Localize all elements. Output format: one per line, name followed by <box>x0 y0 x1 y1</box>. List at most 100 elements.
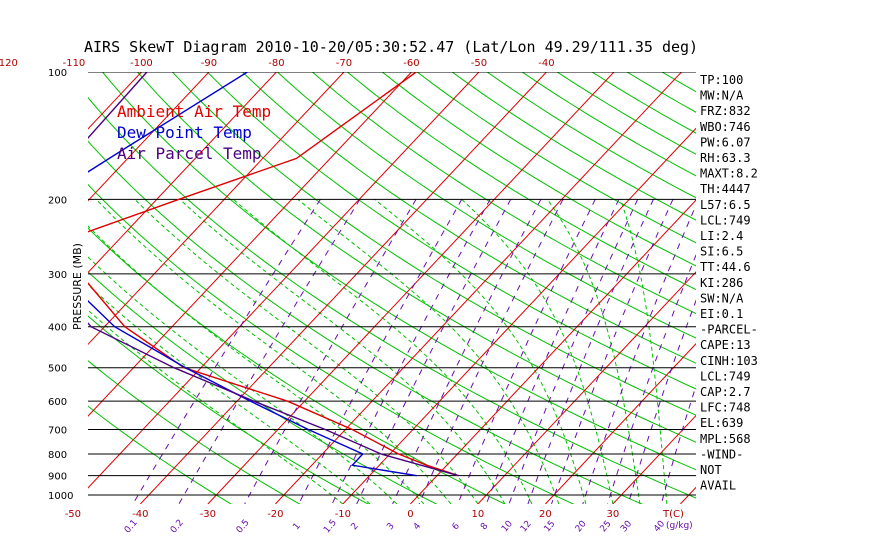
bottom-temp-tick-label: -30 <box>200 509 216 520</box>
mixing-ratio-line <box>392 199 542 504</box>
mixing-ratio-tick: 6 <box>451 521 463 532</box>
pressure-tick-label: 800 <box>48 450 67 461</box>
mixing-ratio-tick: 0.2 <box>169 518 186 535</box>
mixing-ratio-tick-label: 4 <box>412 521 424 532</box>
mixing-ratio-line <box>527 199 654 504</box>
pressure-tick-label: 200 <box>48 195 67 206</box>
mixing-ratio-line <box>356 199 512 504</box>
isotherm <box>88 72 345 346</box>
mixing-ratio-tick-label: 15 <box>542 519 557 534</box>
dry-adiabat <box>88 183 575 504</box>
dry-adiabat <box>242 72 696 364</box>
mixing-ratio-tick-label: 8 <box>479 521 491 532</box>
pressure-tick-label: 100 <box>48 68 67 79</box>
pressure-tick-label: 600 <box>48 397 67 408</box>
isotherm <box>0 72 74 504</box>
mixing-ratio-tick-label: 25 <box>599 519 614 534</box>
mixing-ratio-tick: 10 <box>500 519 515 534</box>
mixing-ratio-tick-label: 10 <box>500 519 515 534</box>
mixing-ratio-tick-label: 0.2 <box>169 518 186 535</box>
top-temp-tick-label: -60 <box>403 58 419 69</box>
mixing-ratio-tick: 25 <box>599 519 614 534</box>
dry-adiabat <box>102 72 696 471</box>
top-temp-tick-label: -50 <box>471 58 487 69</box>
moist-adiabat <box>88 309 344 504</box>
stability-index: MPL:568 <box>700 432 751 446</box>
moist-adiabat <box>95 198 452 504</box>
y-axis-label: PRESSURE (MB) <box>71 243 84 330</box>
mixing-ratio-line <box>485 199 620 504</box>
dry-adiabat <box>521 72 696 177</box>
mixing-ratio-line <box>178 199 361 504</box>
mixing-ratio-tick-label: 0.5 <box>235 518 252 535</box>
dry-adiabat <box>381 72 696 267</box>
mixing-ratio-line <box>331 199 491 504</box>
dry-adiabat <box>556 72 696 155</box>
isotherm <box>88 72 277 274</box>
stability-index: AVAIL <box>700 479 736 493</box>
moist-adiabat <box>88 225 425 504</box>
top-temp-tick-label: -120 <box>0 58 18 69</box>
stability-index: SI:6.5 <box>700 245 743 259</box>
pressure-tick-label: 300 <box>48 270 67 281</box>
mixing-ratio-tick: 15 <box>542 519 557 534</box>
top-temp-tick-label: -40 <box>538 58 554 69</box>
top-temp-tick-label: -100 <box>130 58 153 69</box>
stability-index: TT:44.6 <box>700 260 751 274</box>
stability-index: MAXT:8.2 <box>700 167 758 181</box>
dry-adiabat <box>451 72 696 221</box>
top-temp-tick-label: -110 <box>63 58 86 69</box>
bottom-temp-tick-label: 10 <box>472 509 485 520</box>
mixing-ratio-tick-label: 20 <box>574 519 589 534</box>
dry-adiabat <box>88 405 232 504</box>
isotherm <box>88 72 412 417</box>
pressure-tick-label: 900 <box>48 472 67 483</box>
isotherm <box>477 271 696 504</box>
mixing-ratio-line <box>660 384 696 504</box>
stability-index: TH:4447 <box>700 182 751 196</box>
stability-index: EL:639 <box>700 416 743 430</box>
pressure-tick-label: 1000 <box>48 491 73 502</box>
mixing-ratio-tick: 8 <box>479 521 491 532</box>
mixing-ratio-line <box>508 199 639 504</box>
stability-index: CINH:103 <box>700 354 758 368</box>
stability-index: -PARCEL- <box>700 323 758 337</box>
legend-entry: Dew Point Temp <box>117 123 252 142</box>
bottom-temp-tick-label: -20 <box>267 509 283 520</box>
stability-index: NOT <box>700 463 722 477</box>
stability-index: MW:N/A <box>700 89 744 103</box>
isotherm <box>275 72 682 504</box>
stability-index: WBO:746 <box>700 120 751 134</box>
temp-unit-label: T(C) <box>662 509 684 520</box>
moist-adiabat <box>546 199 641 504</box>
dry-adiabat <box>486 72 696 199</box>
dry-adiabat <box>88 140 643 504</box>
legend-entry: Air Parcel Temp <box>117 144 262 163</box>
mixing-ratio-line <box>132 199 321 504</box>
pressure-tick-label: 500 <box>48 364 67 375</box>
mixing-ratio-tick-label: 3 <box>385 521 396 532</box>
pressure-tick-label: 700 <box>48 426 67 437</box>
moist-adiabat <box>88 284 371 504</box>
dry-adiabat <box>207 72 696 390</box>
dry-adiabat <box>311 72 696 315</box>
moist-adiabat <box>297 198 560 504</box>
axes-layer: 1002003004005006007008009001000-120-110-… <box>0 58 693 535</box>
stability-index: L57:6.5 <box>700 198 751 212</box>
bottom-temp-tick-label: -10 <box>335 509 351 520</box>
stability-index: LCL:749 <box>700 369 751 383</box>
dry-adiabat <box>88 360 301 504</box>
stability-index: KI:286 <box>700 276 743 290</box>
mixing-ratio-tick: 0.5 <box>235 518 252 535</box>
mixing-ratio-line <box>244 199 417 504</box>
top-temp-tick-label: -90 <box>201 58 217 69</box>
stability-index: LCL:749 <box>700 213 751 227</box>
chart-title: AIRS SkewT Diagram 2010-10-20/05:30:52.4… <box>84 38 698 56</box>
mixing-ratio-unit: (g/kg) <box>666 521 693 531</box>
mixing-ratio-tick: 1.5 <box>322 518 339 535</box>
mixing-ratio-tick-label: 30 <box>619 519 634 534</box>
top-temp-tick-label: -80 <box>268 58 284 69</box>
isotherm <box>342 127 696 504</box>
dry-adiabat <box>276 72 696 339</box>
